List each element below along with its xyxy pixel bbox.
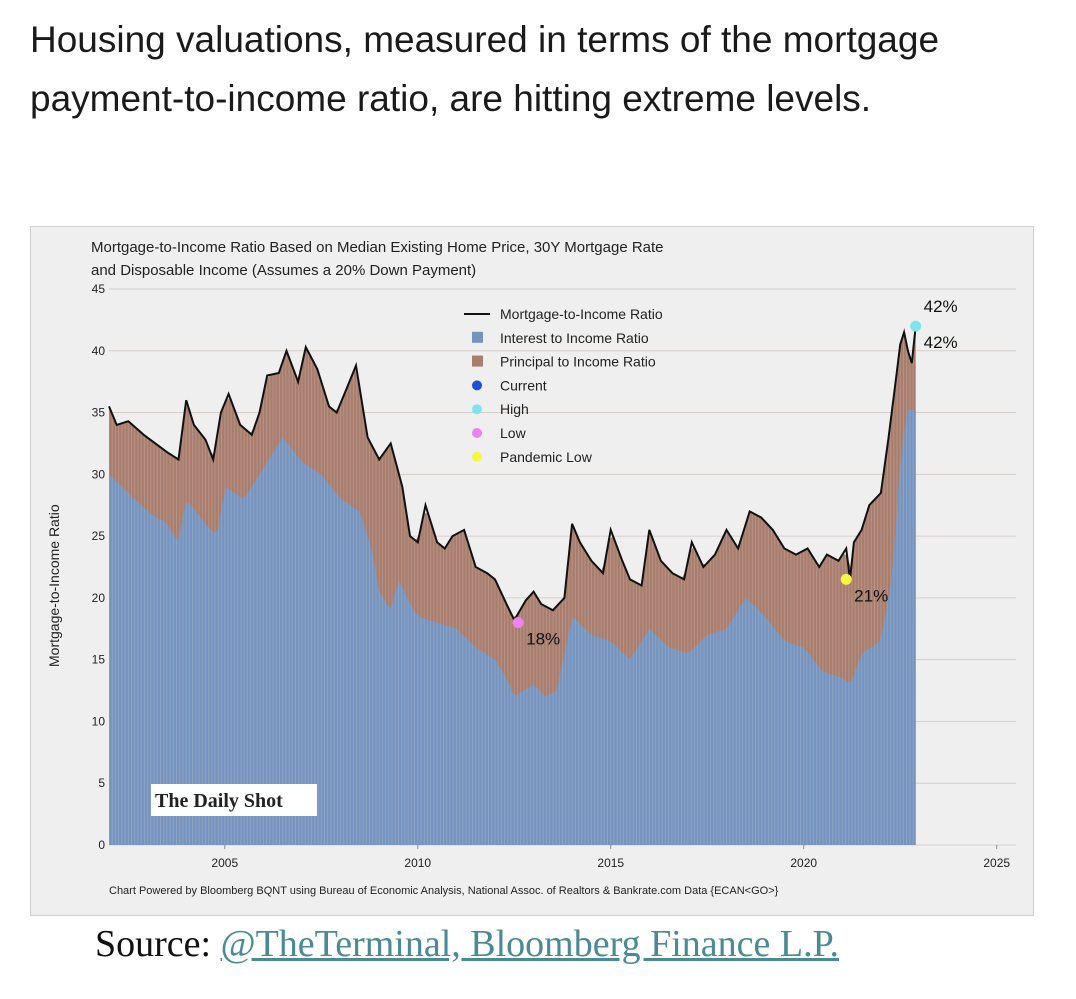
y-tick-label-45: 45 bbox=[92, 282, 106, 296]
chart-credit: Chart Powered by Bloomberg BQNT using Bu… bbox=[109, 885, 779, 897]
bar-texture bbox=[108, 334, 914, 845]
y-tick-label-25: 25 bbox=[92, 529, 106, 543]
x-tick-label-2015: 2015 bbox=[597, 856, 624, 870]
legend-high-swatch bbox=[472, 404, 482, 415]
legend-pandemic-low-label: Pandemic Low bbox=[500, 449, 593, 465]
y-tick-label-10: 10 bbox=[92, 714, 106, 728]
source-prefix: Source: bbox=[95, 923, 212, 965]
marker-label-low: 18% bbox=[526, 630, 560, 649]
interest-area bbox=[109, 408, 916, 845]
y-tick-label-30: 30 bbox=[92, 467, 106, 481]
markers: 42% 42% 18% 21% bbox=[512, 297, 958, 649]
legend-interest-to-income-ratio-label: Interest to Income Ratio bbox=[500, 330, 649, 346]
x-tick-label-2005: 2005 bbox=[211, 856, 238, 870]
chart-frame: Mortgage-to-Income Ratio Based on Median… bbox=[30, 226, 1034, 916]
legend-principal-to-income-ratio-swatch bbox=[472, 355, 483, 367]
legend-low-label: Low bbox=[500, 425, 527, 441]
plot-areas bbox=[109, 326, 916, 846]
legend-current-swatch bbox=[472, 380, 482, 391]
marker-label-current: 42% bbox=[924, 333, 958, 352]
legend-current-label: Current bbox=[500, 377, 547, 393]
logo-box bbox=[151, 784, 317, 816]
marker-low bbox=[512, 617, 524, 629]
ratio-line bbox=[108, 325, 917, 623]
y-tick-label-35: 35 bbox=[92, 406, 106, 420]
headline: Housing valuations, measured in terms of… bbox=[30, 19, 940, 119]
y-tick-label-0: 0 bbox=[98, 838, 105, 852]
marker-high bbox=[910, 320, 922, 332]
y-tick-label-20: 20 bbox=[92, 591, 106, 605]
legend-interest-to-income-ratio-swatch bbox=[472, 331, 483, 343]
legend-principal-to-income-ratio-label: Principal to Income Ratio bbox=[500, 354, 656, 370]
y-tick-label-15: 15 bbox=[92, 653, 106, 667]
marker-label-high: 42% bbox=[924, 297, 958, 316]
legend-high-label: High bbox=[500, 401, 529, 417]
marker-label-pandemic-low: 21% bbox=[854, 586, 888, 605]
x-tick-label-2020: 2020 bbox=[790, 856, 817, 870]
y-axis-label: Mortgage-to-Income Ratio bbox=[46, 504, 62, 667]
ratio-line-group bbox=[108, 325, 917, 623]
logo-text: The Daily Shot bbox=[155, 790, 283, 812]
x-tick-label-2010: 2010 bbox=[404, 856, 431, 870]
marker-pandemic-low bbox=[840, 573, 852, 585]
daily-shot-logo: The Daily Shot bbox=[151, 784, 317, 816]
y-tick-label-40: 40 bbox=[92, 344, 106, 358]
legend-pandemic-low-swatch bbox=[472, 451, 482, 462]
chart-title-line1: Mortgage-to-Income Ratio Based on Median… bbox=[91, 239, 664, 256]
chart-title-line2: and Disposable Income (Assumes a 20% Dow… bbox=[91, 262, 476, 279]
y-tick-label-5: 5 bbox=[98, 776, 105, 790]
chart-svg: Mortgage-to-Income Ratio Based on Median… bbox=[46, 239, 1016, 897]
legend-low-swatch bbox=[472, 428, 482, 438]
x-tick-label-2025: 2025 bbox=[983, 856, 1010, 870]
source-link[interactable]: @TheTerminal, Bloomberg Finance L.P. bbox=[220, 923, 839, 965]
legend-mortgage-to-income-ratio-label: Mortgage-to-Income Ratio bbox=[500, 306, 663, 322]
legend: Mortgage-to-Income Ratio Interest to Inco… bbox=[464, 306, 663, 465]
source-line: Source: @TheTerminal, Bloomberg Finance … bbox=[95, 922, 839, 966]
